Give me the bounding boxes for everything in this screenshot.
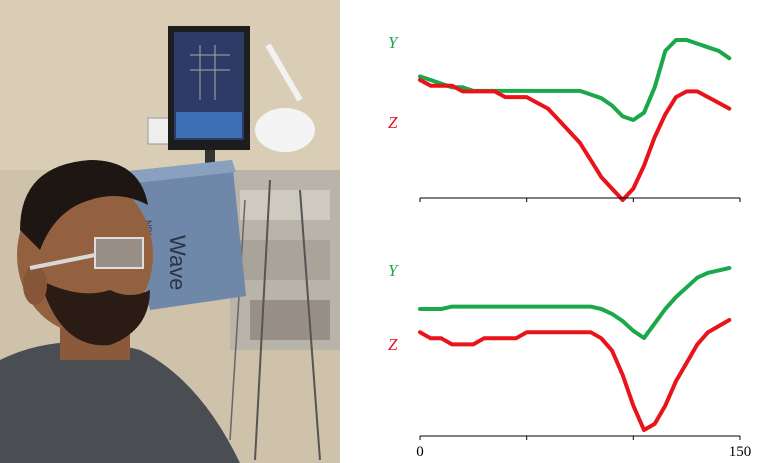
series-line-y <box>418 38 732 122</box>
wave-device: Wave NDI <box>120 160 246 310</box>
series-label-z: Z <box>388 335 398 354</box>
series-line-y <box>418 266 732 340</box>
lamp-arm <box>265 43 303 102</box>
trajectory-charts: YZ YZ0 150 <box>388 33 751 460</box>
wall-outlet <box>147 117 171 145</box>
chart-top: YZ <box>388 33 741 202</box>
series-label-y: Y <box>388 261 399 280</box>
x-tick-label-end: 150 <box>729 444 752 460</box>
device-brand-label: Wave <box>165 235 190 290</box>
series-line-z <box>418 318 732 432</box>
participant-photo: Wave NDI <box>0 0 340 463</box>
series-line-z <box>418 78 732 202</box>
monitor-window <box>176 112 242 138</box>
series-label-y: Y <box>388 33 399 52</box>
chart-bottom: Y Z 0 150 <box>388 261 751 460</box>
lamp-head <box>255 108 315 152</box>
series-label-z: Z <box>388 113 398 132</box>
participant <box>0 160 240 463</box>
x-tick-label-start: 0 <box>416 444 424 460</box>
